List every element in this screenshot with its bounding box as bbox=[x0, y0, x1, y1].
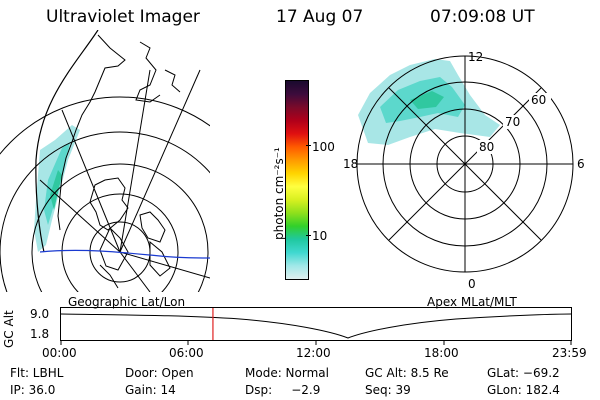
mlt-label-12: 12 bbox=[468, 50, 483, 64]
altitude-xtick-2: 12:00 bbox=[296, 346, 331, 360]
altitude-ytick-bottom: 1.8 bbox=[30, 327, 50, 341]
info-dsp: Dsp: −2.9 bbox=[245, 383, 321, 397]
info-glat: GLat: −69.2 bbox=[487, 366, 560, 380]
info-seq: Seq: 39 bbox=[365, 383, 411, 397]
altitude-ytick-top: 9.0 bbox=[30, 307, 50, 321]
date-label: 17 Aug 07 bbox=[276, 7, 364, 27]
mlat-label-60: 60 bbox=[531, 93, 546, 107]
mlat-label-80: 80 bbox=[479, 140, 494, 154]
mlat-label-70: 70 bbox=[505, 115, 520, 129]
info-mode: Mode: Normal bbox=[245, 366, 329, 380]
altitude-xtick-3: 18:00 bbox=[424, 346, 459, 360]
colorbar bbox=[285, 80, 309, 280]
mlt-label-0: 0 bbox=[468, 277, 476, 291]
polar-plot-panel: 12 0 18 6 80 70 60 bbox=[343, 50, 585, 291]
info-flt: Flt: LBHL bbox=[10, 366, 64, 380]
app-title: Ultraviolet Imager bbox=[46, 7, 200, 27]
time-label: 07:09:08 UT bbox=[430, 7, 535, 27]
altitude-strip bbox=[60, 307, 572, 345]
info-gain: Gain: 14 bbox=[125, 383, 176, 397]
altitude-axis-label: GC Alt bbox=[2, 310, 16, 348]
altitude-xtick-4: 23:59 bbox=[552, 346, 587, 360]
geographic-map-panel bbox=[0, 30, 210, 292]
info-glon: GLon: 182.4 bbox=[487, 383, 560, 397]
left-panel-caption: Geographic Lat/Lon bbox=[68, 295, 186, 309]
info-gcalt: GC Alt: 8.5 Re bbox=[365, 366, 449, 380]
colorbar-unit-label: photon cm⁻²s⁻¹ bbox=[272, 147, 286, 240]
colorbar-tick-10: 10 bbox=[312, 229, 328, 243]
altitude-xtick-0: 00:00 bbox=[42, 346, 77, 360]
mlt-label-18: 18 bbox=[343, 157, 358, 171]
right-panel-caption: Apex MLat/MLT bbox=[427, 295, 517, 309]
colorbar-tick-100: 100 bbox=[312, 140, 335, 154]
colorbar-tickmark-10 bbox=[306, 235, 311, 236]
colorbar-tickmark-100 bbox=[306, 145, 311, 146]
info-ip: IP: 36.0 bbox=[10, 383, 56, 397]
info-door: Door: Open bbox=[125, 366, 194, 380]
altitude-xtick-1: 06:00 bbox=[169, 346, 204, 360]
mlt-label-6: 6 bbox=[577, 157, 585, 171]
